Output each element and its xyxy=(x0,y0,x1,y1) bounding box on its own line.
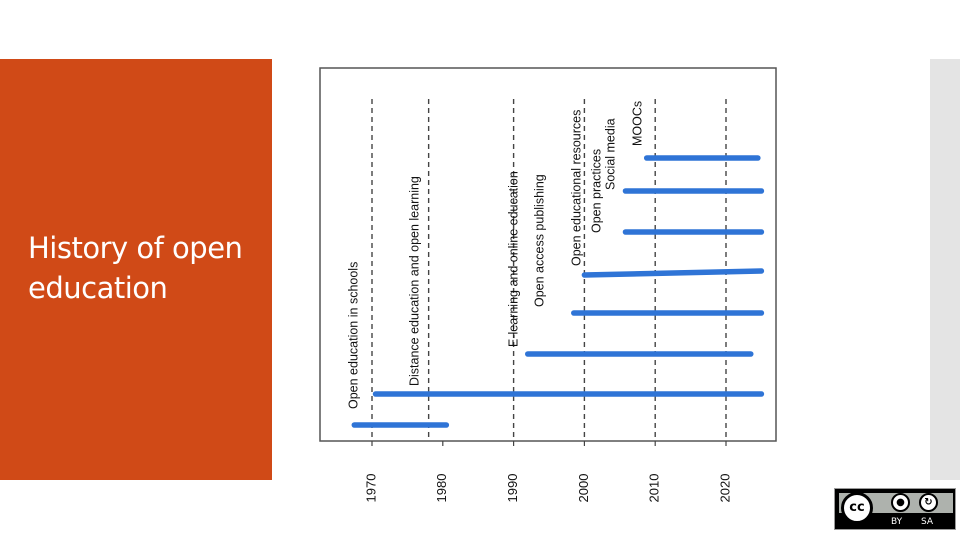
slide-title: History of open education xyxy=(28,231,243,305)
movement-label: Open educational resources xyxy=(569,110,583,266)
x-tick-label: 2010 xyxy=(647,474,662,503)
movement-label: E-learning and online education xyxy=(506,171,520,347)
attribution-person-icon: ● xyxy=(891,493,910,512)
x-tick-label: 1980 xyxy=(434,474,449,503)
movement-label: Open education in schools xyxy=(346,262,360,409)
title-panel xyxy=(0,59,272,480)
by-label: BY xyxy=(891,517,903,527)
movement-label: Open practices xyxy=(589,149,603,233)
movement-label: Social media xyxy=(603,118,617,190)
cc-by-sa-license-badge[interactable]: cc ● ↻ BY SA xyxy=(834,488,956,530)
cc-icon: cc xyxy=(841,492,873,524)
x-tick-label: 1970 xyxy=(363,474,378,503)
plot-frame xyxy=(319,67,777,442)
sa-label: SA xyxy=(921,517,934,527)
share-alike-icon: ↻ xyxy=(919,493,938,512)
movement-label: Distance education and open learning xyxy=(407,176,421,386)
right-edge-strip xyxy=(930,59,960,480)
x-tick-label: 2020 xyxy=(717,474,732,503)
movement-label: Open access publishing xyxy=(532,174,546,307)
x-tick-label: 1990 xyxy=(505,474,520,503)
x-tick-label: 2000 xyxy=(576,474,591,503)
timeline-bar xyxy=(581,268,765,278)
movement-label: MOOCs xyxy=(630,101,644,146)
